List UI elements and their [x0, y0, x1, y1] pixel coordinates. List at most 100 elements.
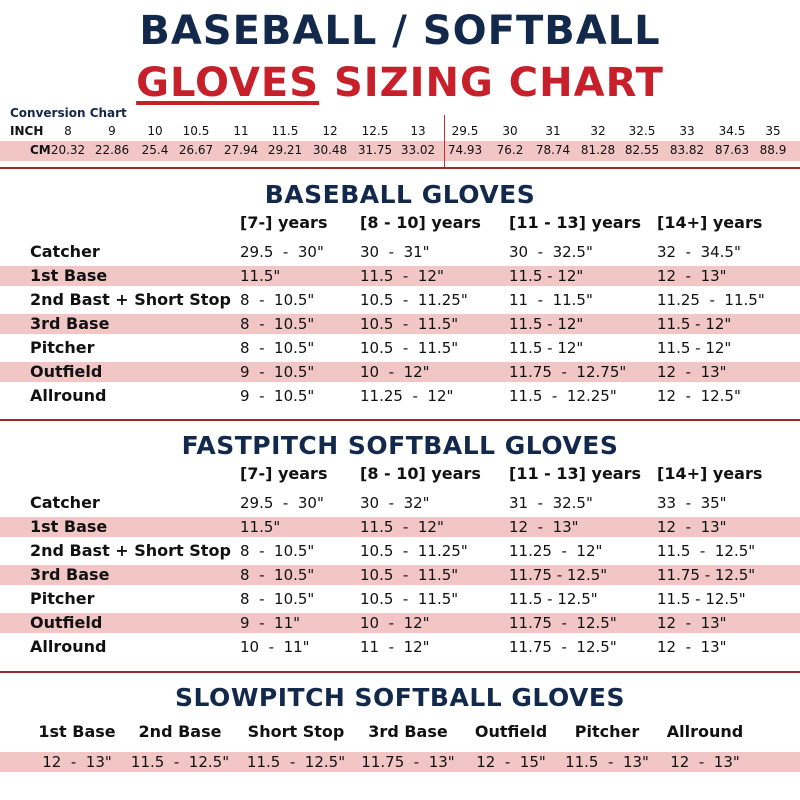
divider — [0, 419, 800, 421]
cm-value: 88.9 — [759, 143, 787, 157]
fastpitch-title: FASTPITCH SOFTBALL GLOVES — [181, 431, 619, 460]
cm-value: 27.94 — [223, 143, 259, 157]
cm-value: 33.02 — [400, 143, 436, 157]
inch-value: 30 — [502, 124, 518, 138]
row-label: 1st Base — [30, 517, 108, 536]
column-header: [11 - 13] years — [509, 213, 641, 232]
inch-value: 33 — [679, 124, 695, 138]
row-label: 3rd Base — [30, 565, 110, 584]
size-cell: 11.5 - 12" — [509, 315, 584, 333]
row-label: Pitcher — [30, 338, 95, 357]
size-cell: 11.5 - 12" — [657, 315, 732, 333]
inch-value: 32.5 — [628, 124, 656, 138]
size-cell: 8 - 10.5" — [240, 291, 315, 309]
size-cell: 11.25 - 11.5" — [657, 291, 765, 309]
size-cell: 10 - 12" — [360, 614, 430, 632]
row-label: Outfield — [30, 362, 103, 381]
size-cell: 9 - 10.5" — [240, 387, 315, 405]
size-cell: 30 - 32.5" — [509, 243, 593, 261]
row-band — [0, 266, 800, 286]
size-cell: 11.75 - 12.75" — [509, 363, 627, 381]
baseball-title: BASEBALL GLOVES — [264, 180, 536, 209]
size-cell: 11 - 11.5" — [509, 291, 593, 309]
size-cell: 8 - 10.5" — [240, 566, 315, 584]
row-band — [0, 362, 800, 382]
column-header: [11 - 13] years — [509, 464, 641, 483]
size-cell: 12 - 13" — [657, 267, 727, 285]
cm-row-band — [0, 141, 800, 161]
title-sizing-chart: SIZING CHART — [319, 60, 664, 106]
row-label: Allround — [30, 637, 107, 656]
size-cell: 11.5" — [240, 518, 281, 536]
inch-value: 29.5 — [451, 124, 479, 138]
row-label: 1st Base — [30, 266, 108, 285]
size-cell: 33 - 35" — [657, 494, 727, 512]
row-label: Catcher — [30, 493, 100, 512]
cm-value: 26.67 — [178, 143, 214, 157]
inch-value: 32 — [590, 124, 606, 138]
row-label: 3rd Base — [30, 314, 110, 333]
size-cell: 11.75 - 12.5" — [509, 614, 617, 632]
inch-value: 35 — [765, 124, 781, 138]
cm-value: 81.28 — [580, 143, 616, 157]
size-cell: 31 - 32.5" — [509, 494, 593, 512]
cm-value: 20.32 — [50, 143, 86, 157]
size-cell: 11.5 - 12" — [360, 518, 444, 536]
column-header: [8 - 10] years — [360, 464, 481, 483]
cm-value: 87.63 — [714, 143, 750, 157]
inch-value: 11 — [233, 124, 249, 138]
position-label: 2nd Base — [138, 722, 222, 741]
title-gloves: GLOVES — [136, 60, 320, 106]
row-label: Pitcher — [30, 589, 95, 608]
inch-value: 10.5 — [182, 124, 210, 138]
title-line-1: BASEBALL / SOFTBALL — [139, 8, 661, 54]
row-band — [0, 565, 800, 585]
size-cell: 30 - 31" — [360, 243, 430, 261]
size-cell: 11.5 - 12.5" — [130, 753, 230, 771]
size-cell: 11 - 12" — [360, 638, 430, 656]
inch-value: 8 — [64, 124, 72, 138]
size-cell: 11.75 - 13" — [361, 753, 455, 771]
size-cell: 11.25 - 12" — [509, 542, 603, 560]
cm-value: 78.74 — [535, 143, 571, 157]
size-cell: 8 - 10.5" — [240, 542, 315, 560]
inch-value: 10 — [147, 124, 163, 138]
position-label: 3rd Base — [368, 722, 448, 741]
size-cell: 12 - 13" — [670, 753, 740, 771]
size-cell: 8 - 10.5" — [240, 315, 315, 333]
column-header: [14+] years — [657, 464, 763, 483]
size-cell: 11.5" — [240, 267, 281, 285]
inch-value: 12.5 — [361, 124, 389, 138]
cm-value: 83.82 — [669, 143, 705, 157]
size-cell: 11.5 - 12.5" — [657, 542, 756, 560]
cm-value: 30.48 — [312, 143, 348, 157]
size-cell: 10 - 11" — [240, 638, 310, 656]
size-cell: 12 - 13" — [42, 753, 112, 771]
cm-label: CM — [30, 143, 51, 157]
size-cell: 10.5 - 11.5" — [360, 590, 459, 608]
size-cell: 11.5 - 12" — [360, 267, 444, 285]
cm-value: 82.55 — [624, 143, 660, 157]
row-band — [0, 613, 800, 633]
size-cell: 9 - 11" — [240, 614, 301, 632]
size-cell: 30 - 32" — [360, 494, 430, 512]
cm-value: 22.86 — [94, 143, 130, 157]
position-label: 1st Base — [38, 722, 116, 741]
row-label: Catcher — [30, 242, 100, 261]
slowpitch-band — [0, 752, 800, 772]
column-header: [8 - 10] years — [360, 213, 481, 232]
size-cell: 11.5 - 12.25" — [509, 387, 617, 405]
conversion-divider — [444, 115, 445, 169]
size-cell: 12 - 15" — [476, 753, 546, 771]
inch-value: 13 — [410, 124, 426, 138]
position-label: Outfield — [474, 722, 548, 741]
size-cell: 8 - 10.5" — [240, 339, 315, 357]
size-cell: 10.5 - 11.5" — [360, 315, 459, 333]
size-cell: 10.5 - 11.25" — [360, 542, 468, 560]
column-header: [7-] years — [240, 464, 328, 483]
size-cell: 10.5 - 11.25" — [360, 291, 468, 309]
size-cell: 11.5 - 12" — [657, 339, 732, 357]
cm-value: 74.93 — [447, 143, 483, 157]
size-cell: 12 - 13" — [657, 614, 727, 632]
cm-value: 25.4 — [141, 143, 169, 157]
